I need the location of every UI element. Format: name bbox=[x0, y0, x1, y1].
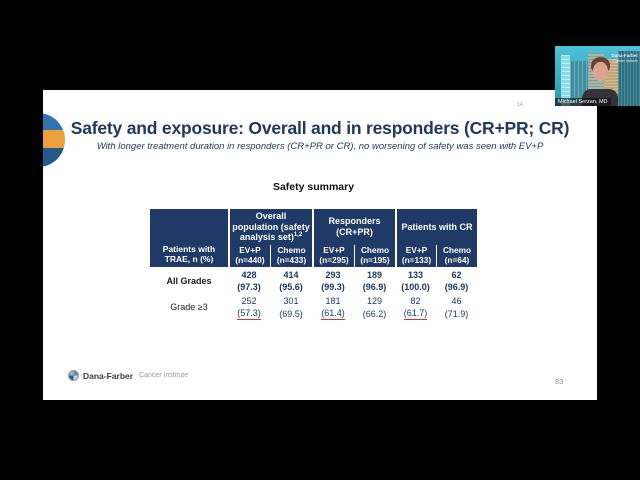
table-cell: 414 (95.6) bbox=[270, 267, 312, 295]
slide-deco-pie-icon bbox=[43, 113, 65, 167]
background-building bbox=[618, 51, 640, 106]
group-header-label: Patients with CR bbox=[401, 221, 473, 232]
background-watermark: Dana-Farber Cancer Institute bbox=[611, 53, 638, 63]
n-label: (n=295) bbox=[319, 255, 349, 265]
cell-n: 82 bbox=[410, 295, 421, 306]
slide-footer: Dana-Farber Cancer Institute bbox=[68, 370, 188, 381]
cell-n: 133 bbox=[407, 269, 424, 280]
cell-pct: (69.5) bbox=[279, 308, 303, 319]
subheader-chemo-overall: Chemo (n=433) bbox=[270, 245, 312, 267]
table-cell: 428 (97.3) bbox=[228, 267, 270, 295]
table-cell: 133 (100.0) bbox=[395, 267, 436, 295]
subheader-evp-responders: EV+P (n=295) bbox=[312, 245, 354, 267]
slide-reference-number: 14 bbox=[517, 102, 523, 108]
speaker-webcam-tile[interactable]: Dana-Farber Cancer Institute Michael Ser… bbox=[555, 46, 640, 106]
cell-n: 189 bbox=[366, 269, 383, 280]
cell-n: 46 bbox=[451, 296, 462, 307]
watermark-line: Dana-Farber bbox=[611, 53, 638, 58]
table-row-label: All Grades bbox=[150, 267, 228, 295]
table-corner-header: Patients with TRAE, n (%) bbox=[150, 209, 228, 267]
cell-n: 293 bbox=[325, 269, 341, 280]
n-label: (n=440) bbox=[235, 255, 265, 265]
row-label-text: Grade ≥3 bbox=[170, 302, 208, 313]
table-cell: 129 (66.2) bbox=[354, 295, 395, 320]
cell-n: 62 bbox=[451, 269, 462, 280]
n-label: (n=433) bbox=[276, 255, 307, 265]
table-row-label: Grade ≥3 bbox=[150, 295, 228, 320]
cell-n: 252 bbox=[241, 295, 257, 306]
dana-farber-logo-icon bbox=[68, 370, 79, 381]
table-cell: 252 (57.3) bbox=[228, 295, 270, 321]
participant-name-label: Michael Serzan, MD bbox=[555, 98, 611, 106]
speaker-face bbox=[593, 62, 608, 81]
cell-pct: (100.0) bbox=[401, 282, 430, 292]
group-header-overall: Overall population (safety analysis set)… bbox=[228, 209, 312, 245]
arm-label: Chemo bbox=[277, 245, 306, 256]
arm-label: Chemo bbox=[360, 245, 390, 256]
cell-n: 181 bbox=[325, 295, 341, 306]
safety-summary-table: Patients with TRAE, n (%) Overall popula… bbox=[150, 209, 477, 321]
table-cell: 62 (96.9) bbox=[436, 267, 477, 295]
background-building bbox=[561, 55, 570, 106]
table-cell: 189 (96.9) bbox=[354, 267, 395, 295]
cell-n: 414 bbox=[283, 269, 299, 280]
arm-label: EV+P bbox=[405, 245, 428, 256]
table-cell: 301 (69.5) bbox=[270, 295, 312, 320]
cell-n: 301 bbox=[283, 296, 299, 307]
cell-pct-underlined: (61.4) bbox=[321, 307, 345, 321]
group-header-cr: Patients with CR bbox=[395, 209, 477, 245]
table-cell: 293 (99.3) bbox=[312, 267, 354, 295]
n-label: (n=133) bbox=[401, 255, 432, 265]
arm-label: EV+P bbox=[323, 245, 345, 256]
footer-brand: Dana-Farber bbox=[83, 370, 134, 381]
slide-title: Safety and exposure: Overall and in resp… bbox=[70, 118, 570, 138]
subheader-chemo-cr: Chemo (n=64) bbox=[436, 245, 477, 267]
n-label: (n=64) bbox=[444, 255, 470, 265]
cell-pct: (66.2) bbox=[362, 308, 387, 319]
footer-brand-suffix: Cancer Institute bbox=[139, 372, 189, 379]
arm-label: Chemo bbox=[442, 245, 472, 256]
slide-page-number: 83 bbox=[555, 377, 564, 386]
presentation-slide: 14 Safety and exposure: Overall and in r… bbox=[43, 90, 597, 400]
table-cell: 181 (61.4) bbox=[312, 295, 354, 321]
cell-pct: (96.9) bbox=[362, 282, 387, 292]
cell-n: 428 bbox=[241, 269, 257, 280]
subheader-evp-overall: EV+P (n=440) bbox=[228, 245, 270, 267]
slide-subtitle: With longer treatment duration in respon… bbox=[96, 141, 544, 152]
cell-pct: (96.9) bbox=[444, 282, 469, 292]
cell-pct: (99.3) bbox=[321, 282, 345, 292]
n-label: (n=195) bbox=[360, 255, 390, 265]
table-cell: 46 (71.9) bbox=[436, 295, 477, 320]
row-label-text: All Grades bbox=[166, 275, 212, 286]
table-title: Safety summary bbox=[272, 181, 355, 193]
group-header-responders: Responders (CR+PR) bbox=[312, 209, 395, 245]
watermark-line: Cancer Institute bbox=[613, 58, 638, 63]
cell-n: 129 bbox=[366, 296, 383, 307]
subheader-evp-cr: EV+P (n=133) bbox=[395, 245, 436, 267]
cell-pct: (97.3) bbox=[237, 282, 261, 292]
group-header-label: Overall population (safety analysis set) bbox=[232, 211, 310, 243]
cell-pct-underlined: (61.7) bbox=[403, 307, 428, 321]
cell-pct-underlined: (57.3) bbox=[237, 307, 261, 321]
group-header-footnote: 1,2 bbox=[293, 232, 303, 239]
subheader-chemo-responders: Chemo (n=195) bbox=[354, 245, 395, 267]
cell-pct: (71.9) bbox=[444, 308, 469, 319]
cell-pct: (95.6) bbox=[279, 282, 303, 292]
table-cell: 82 (61.7) bbox=[395, 295, 436, 321]
group-header-label: Responders (CR+PR) bbox=[328, 216, 381, 237]
arm-label: EV+P bbox=[239, 245, 261, 256]
